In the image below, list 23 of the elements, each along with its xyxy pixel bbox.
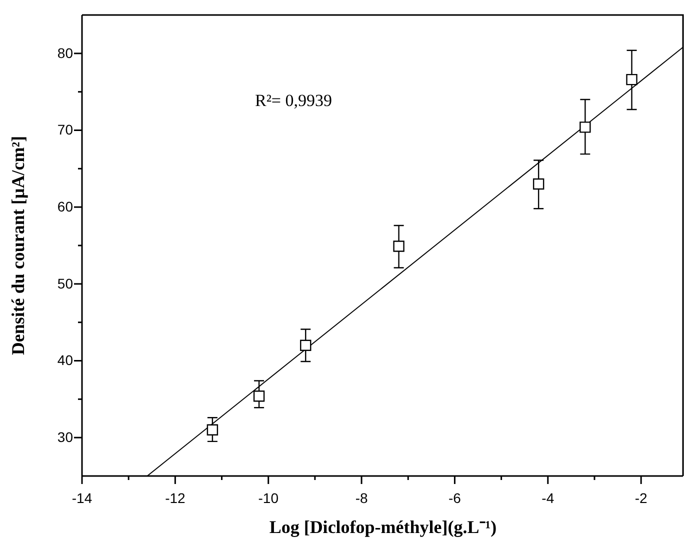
point [532, 178, 544, 190]
x-tick-label: -14 [72, 490, 92, 506]
y-tick-label: 30 [57, 429, 74, 446]
point [626, 74, 638, 86]
point [253, 390, 265, 402]
x-axis-title: Log [Diclofop-méthyle](g.L⁻¹) [269, 517, 497, 537]
y-tick-label: 50 [57, 275, 74, 292]
y-tick-label: 60 [57, 198, 74, 215]
y-tick-label: 80 [57, 44, 74, 61]
x-tick-label: -8 [355, 490, 368, 506]
point [206, 424, 218, 436]
x-tick-label: -4 [542, 490, 554, 506]
y-axis-title: Densité du courant [µA/cm²] [8, 136, 28, 356]
y-tick-label: 40 [57, 352, 74, 368]
point [393, 240, 404, 252]
point [300, 340, 312, 351]
point [580, 122, 591, 133]
x-tick-label: -12 [165, 490, 186, 506]
x-tick-label: -10 [258, 490, 279, 506]
y-tick-label: 70 [57, 122, 74, 138]
x-tick-label: -6 [448, 490, 462, 506]
x-tick-label: -2 [634, 490, 648, 506]
annotation: R²= 0,9939 [255, 91, 332, 110]
